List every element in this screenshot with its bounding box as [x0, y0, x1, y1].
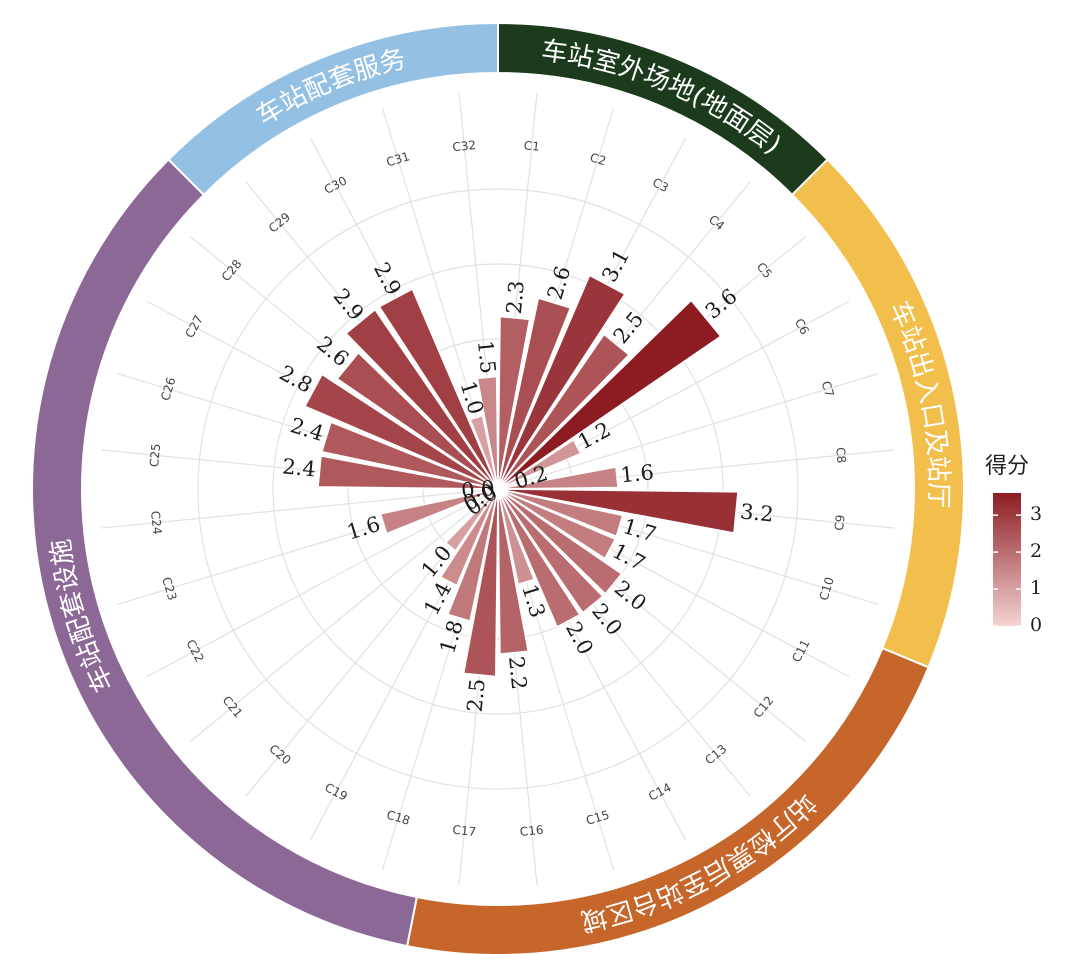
- category-label-c1: C1: [523, 138, 540, 154]
- category-label-c26: C26: [158, 376, 178, 403]
- category-label-c5: C5: [754, 260, 775, 281]
- value-label-c25: 2.4: [281, 454, 317, 481]
- value-label-c27: 2.8: [275, 361, 316, 398]
- bar-c10: [497, 488, 624, 538]
- category-label-c21: C21: [220, 693, 246, 720]
- bar-c19: [439, 488, 499, 587]
- category-label-c16: C16: [519, 823, 544, 839]
- category-label-c22: C22: [183, 637, 206, 664]
- bar-c12: [497, 488, 623, 595]
- bar-c3: [497, 274, 626, 490]
- category-label-c24: C24: [148, 510, 164, 535]
- category-label-c4: C4: [706, 212, 727, 233]
- bar-c25: [317, 455, 499, 490]
- category-label-c7: C7: [819, 379, 837, 398]
- category-label-c15: C15: [584, 808, 611, 828]
- bar-c6: [497, 438, 582, 490]
- legend-tick-0: 0: [1030, 614, 1042, 636]
- category-label-c20: C20: [267, 742, 294, 768]
- bar-c20: [444, 488, 499, 552]
- bar-c17: [462, 488, 499, 678]
- value-label-c14: 2.0: [561, 618, 598, 659]
- bar-c28: [336, 351, 499, 490]
- value-label-c18: 1.8: [435, 617, 468, 656]
- value-label-c26: 2.4: [288, 413, 327, 446]
- bar-c8: [497, 466, 619, 490]
- category-label-c3: C3: [650, 175, 671, 195]
- category-label-c13: C13: [702, 742, 729, 768]
- category-label-c29: C29: [266, 210, 293, 236]
- category-label-c6: C6: [792, 316, 812, 337]
- category-label-c10: C10: [817, 575, 837, 602]
- bar-c5: [497, 299, 722, 490]
- legend-colorbar: [993, 493, 1021, 626]
- category-label-c31: C31: [385, 149, 412, 169]
- category-label-c14: C14: [646, 780, 673, 803]
- value-label-c8: 1.6: [619, 460, 655, 487]
- bar-c1: [497, 315, 531, 490]
- bar-c29: [344, 308, 499, 490]
- bar-c23: [379, 488, 499, 535]
- color-legend: 得分 3 2 1 0: [985, 454, 1042, 636]
- bar-c4: [497, 333, 631, 490]
- value-label-c30: 2.9: [369, 258, 406, 299]
- bar-c14: [497, 488, 581, 628]
- category-label-c18: C18: [385, 808, 412, 828]
- category-label-c30: C30: [322, 173, 349, 196]
- bar-c9: [497, 488, 739, 534]
- value-label-c24: 0.0: [460, 476, 496, 503]
- group-segment-4: [167, 21, 499, 197]
- bar-c11: [497, 488, 617, 560]
- value-label-c17: 2.5: [463, 678, 490, 714]
- category-label-c28: C28: [219, 257, 245, 284]
- category-label-c17: C17: [452, 823, 477, 839]
- value-label-c1: 2.3: [502, 279, 529, 315]
- value-label-c3: 3.1: [597, 245, 634, 286]
- legend-tick-3: 3: [1030, 503, 1042, 525]
- bar-c26: [320, 421, 499, 490]
- chart-bars: [303, 274, 739, 678]
- category-label-c32: C32: [452, 138, 477, 154]
- category-label-c27: C27: [182, 313, 205, 340]
- bar-c2: [497, 297, 572, 490]
- category-label-c25: C25: [147, 443, 163, 468]
- bar-c15: [497, 488, 536, 586]
- bar-c18: [446, 488, 499, 623]
- bar-c27: [303, 373, 499, 490]
- value-label-c23: 1.6: [344, 512, 383, 545]
- value-label-c16: 2.2: [504, 655, 531, 691]
- bar-c30: [378, 288, 499, 490]
- bar-c13: [497, 488, 604, 614]
- bar-c31: [469, 414, 499, 490]
- category-label-c11: C11: [789, 637, 812, 664]
- category-label-c2: C2: [588, 150, 607, 168]
- legend-tick-2: 2: [1030, 540, 1042, 562]
- value-label-c32: 1.5: [473, 339, 500, 375]
- category-label-c8: C8: [833, 447, 849, 464]
- category-label-c9: C9: [832, 514, 848, 531]
- category-label-c19: C19: [322, 780, 349, 803]
- category-label-c23: C23: [159, 575, 179, 602]
- legend-tick-1: 1: [1030, 577, 1042, 599]
- value-label-c9: 3.2: [739, 499, 775, 526]
- bar-c32: [476, 375, 499, 490]
- bar-c16: [497, 488, 530, 655]
- category-label-c12: C12: [751, 693, 777, 720]
- legend-title: 得分: [985, 454, 1029, 479]
